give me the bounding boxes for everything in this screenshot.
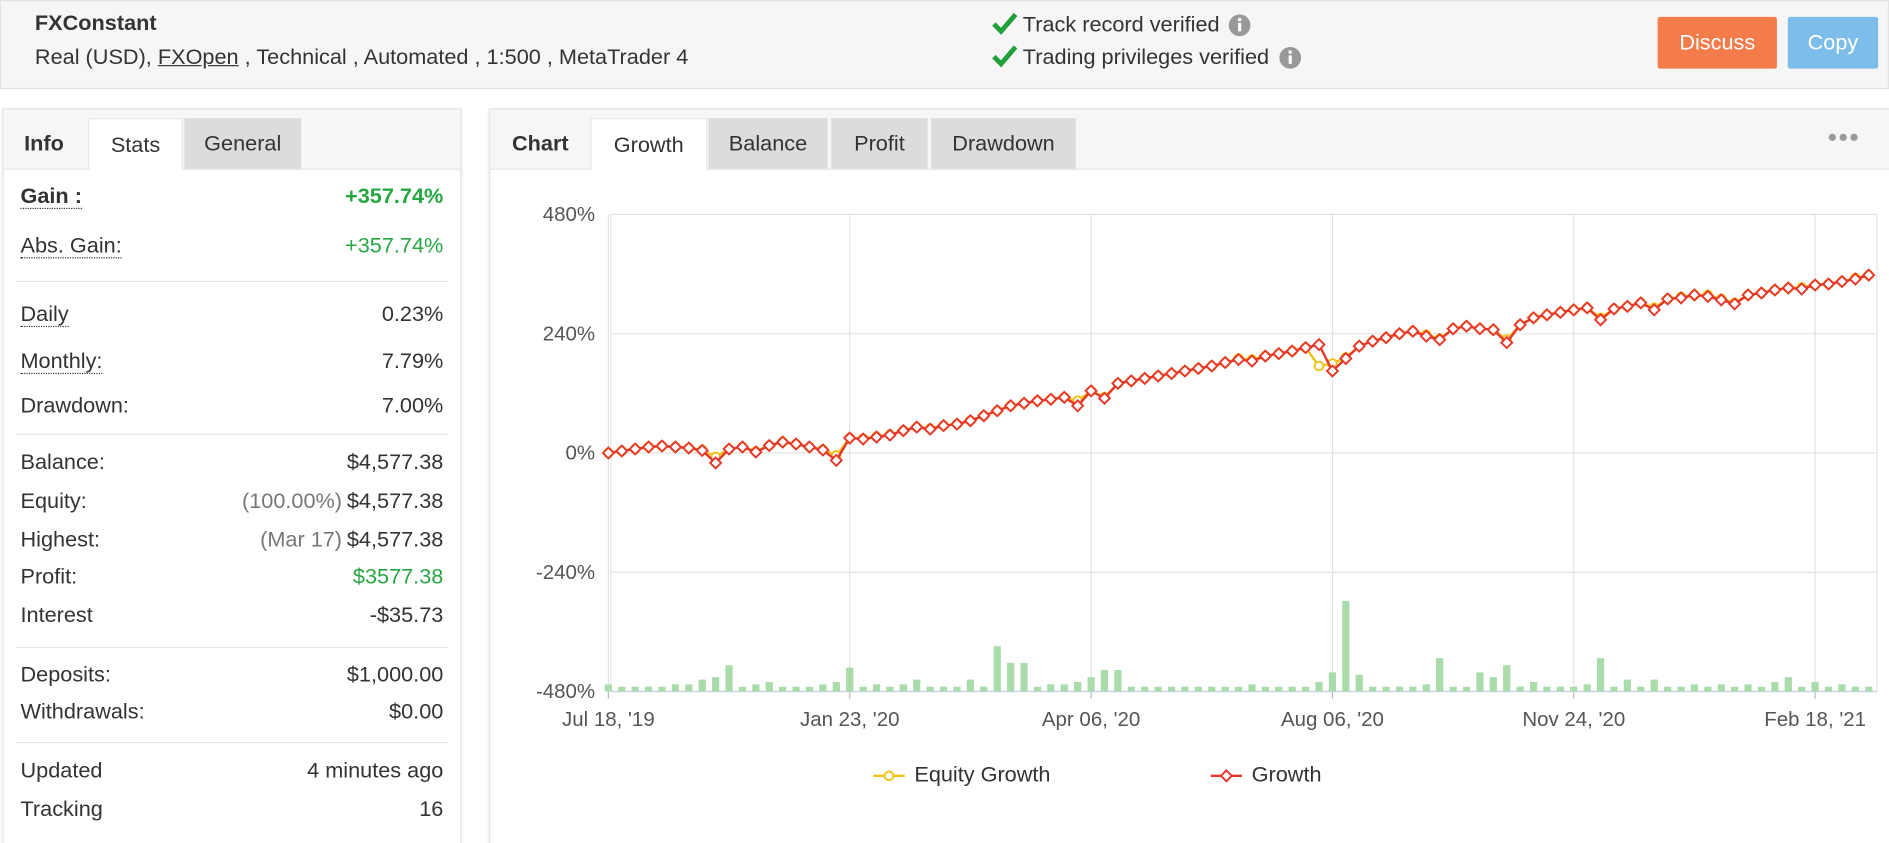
stat-value-text: 0.23%	[381, 301, 444, 326]
stat-value-text: 7.79%	[381, 348, 444, 373]
tab[interactable]: Profit	[831, 118, 928, 169]
stat-label: Deposits:	[20, 661, 111, 687]
chart-label: Chart	[511, 131, 569, 156]
stat-value: 7.79%	[382, 349, 443, 374]
verification-text: Trading privileges verified	[1022, 44, 1270, 69]
stat-label: Updated	[20, 758, 103, 783]
tab[interactable]: General	[184, 118, 302, 169]
account-type: Real (USD),	[34, 44, 152, 69]
copy-button[interactable]: Copy	[1787, 16, 1879, 69]
stat-note: (Mar 17)	[260, 527, 343, 552]
info-stem	[1288, 55, 1292, 64]
stat-value: $4,577.38	[347, 450, 443, 475]
stat-value: $1,000.00	[347, 662, 443, 687]
stat-value: (100.00%) $4,577.38	[242, 489, 443, 514]
stat-value-text: $4,577.38	[346, 488, 444, 513]
stat-label: Tracking	[20, 796, 103, 822]
stat-value: +357.74%	[345, 184, 443, 209]
stat-label: Withdrawals:	[20, 699, 145, 724]
menu-icon[interactable]	[1828, 131, 1859, 143]
stat-value-text: $1,000.00	[346, 661, 444, 687]
stat-value-text: 16	[419, 796, 444, 822]
info-icon[interactable]	[1278, 46, 1302, 70]
stat-label: Highest:	[20, 527, 101, 552]
stat-value-text: +357.74%	[345, 183, 444, 208]
stat-label: Equity:	[20, 488, 87, 513]
stat-label: Balance:	[20, 449, 105, 475]
dot	[1828, 133, 1836, 141]
stat-value: 16	[419, 797, 443, 822]
separator	[15, 433, 449, 435]
stat-value: +357.74%	[345, 233, 443, 258]
stat-value: 7.00%	[382, 393, 443, 418]
stat-label: Interest	[20, 602, 93, 628]
stat-label: Profit:	[20, 564, 78, 589]
stat-label: Drawdown:	[20, 393, 129, 418]
stat-value: 0.23%	[382, 302, 443, 327]
stat-value-text: 7.00%	[381, 393, 444, 418]
info-dot	[1288, 50, 1293, 54]
account-title: FXConstant	[34, 10, 157, 35]
stat-value-text: $4,577.38	[346, 527, 444, 552]
tab[interactable]: Stats	[87, 118, 184, 170]
info-icon[interactable]	[1228, 13, 1252, 37]
stat-value-text: -$35.73	[369, 602, 444, 628]
account-info: Real (USD), FXOpen , Technical , Automat…	[35, 45, 688, 70]
tab[interactable]: Drawdown	[931, 118, 1076, 169]
stat-value-text: 4 minutes ago	[307, 758, 444, 783]
stat-label: Monthly:	[20, 348, 103, 375]
tab[interactable]: Info	[24, 131, 64, 156]
broker-link[interactable]: FXOpen	[157, 44, 239, 69]
stat-value: $0.00	[389, 699, 443, 724]
account-header: FXConstant Real (USD), FXOpen , Technica…	[0, 0, 1889, 90]
stat-value-text: $0.00	[389, 699, 444, 724]
stat-label: Abs. Gain:	[20, 233, 122, 259]
check	[992, 12, 1018, 35]
stat-value-text: +357.74%	[345, 233, 444, 258]
dot	[1839, 133, 1847, 141]
account-details: , Technical , Automated , 1:500 , MetaTr…	[244, 44, 689, 69]
stats-panel: Info Stats General Gain : +357.74% Abs. Gain…	[2, 108, 462, 843]
check	[992, 45, 1018, 68]
stats-tabs: Info Stats General	[3, 109, 461, 170]
stat-value: (Mar 17) $4,577.38	[260, 527, 443, 552]
stat-note: (100.00%)	[241, 488, 343, 513]
stat-value-text: $4,577.38	[346, 449, 444, 475]
tab[interactable]: Balance	[708, 118, 828, 169]
stat-label: Gain :	[20, 183, 82, 210]
separator	[15, 742, 449, 744]
chart-panel: Chart Growth Balance Profit Drawdown	[489, 108, 1889, 843]
info-dot	[1237, 17, 1242, 22]
stat-value: $3577.38	[353, 564, 443, 589]
tab[interactable]: Growth	[590, 118, 708, 170]
check-icon	[992, 12, 1018, 35]
stat-value-text: $3577.38	[352, 564, 444, 589]
chart-tabs: Chart Growth Balance Profit Drawdown	[490, 109, 1889, 170]
discuss-button[interactable]: Discuss	[1657, 16, 1777, 69]
dot	[1850, 133, 1858, 141]
check-icon	[992, 45, 1018, 68]
stat-label: Daily	[20, 301, 69, 328]
stat-value: -$35.73	[370, 603, 444, 628]
stat-value: 4 minutes ago	[307, 758, 443, 783]
separator	[15, 646, 449, 649]
verification-text: Track record verified	[1022, 12, 1220, 37]
info-stem	[1238, 22, 1242, 32]
separator	[15, 280, 449, 282]
